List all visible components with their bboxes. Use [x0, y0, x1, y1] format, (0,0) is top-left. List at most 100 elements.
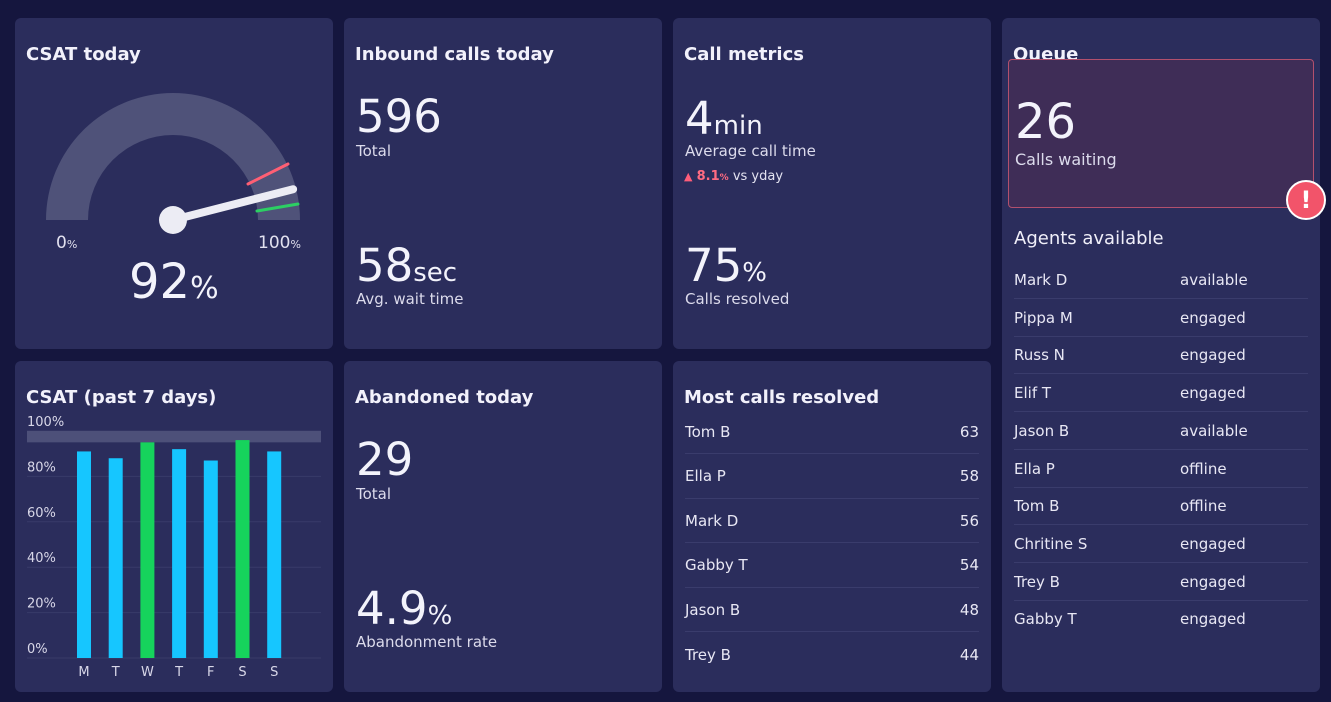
- agent-name: Trey B: [685, 645, 731, 664]
- y-tick-label: 0%: [27, 642, 48, 657]
- agent-name: Trey B: [1014, 572, 1060, 591]
- agent-name: Mark D: [1014, 271, 1068, 289]
- most-calls-resolved-card: Most calls resolved Tom B 63 Ella P 58 Mark …: [673, 361, 991, 692]
- agent-row: Gabby T engaged: [1014, 600, 1308, 638]
- gauge-max-label: 100%: [258, 233, 301, 253]
- bar: [108, 458, 123, 658]
- agent-name: Mark D: [685, 511, 739, 530]
- bar: [140, 442, 155, 658]
- agent-status: engaged: [1180, 534, 1246, 553]
- card-title: Abandoned today: [355, 387, 534, 408]
- csat-today-card: CSAT today 0% 100% 92%: [15, 18, 333, 349]
- gauge-threshold-red: [246, 162, 290, 186]
- agent-row: Russ N engaged: [1014, 336, 1308, 375]
- calls-waiting-alert: 26 Calls waiting: [1008, 59, 1314, 208]
- calls-waiting-label: Calls waiting: [1015, 150, 1117, 169]
- resolved-count: 44: [959, 645, 979, 664]
- agents-available-heading: Agents available: [1014, 228, 1164, 249]
- resolved-count: 56: [959, 511, 979, 530]
- y-tick-label: 80%: [27, 460, 56, 475]
- agent-status: engaged: [1180, 384, 1246, 403]
- x-tick-label: F: [207, 665, 214, 680]
- card-title: CSAT (past 7 days): [26, 387, 217, 408]
- agent-status: engaged: [1180, 346, 1246, 365]
- csat-value: 92%: [129, 254, 219, 310]
- card-title: CSAT today: [26, 44, 141, 65]
- resolved-row: Jason B 48: [685, 588, 979, 632]
- alert-icon[interactable]: !: [1286, 180, 1326, 220]
- agent-row: Chritine S engaged: [1014, 525, 1308, 563]
- agent-status: engaged: [1180, 610, 1246, 629]
- agent-row: Elif T engaged: [1014, 374, 1308, 413]
- agent-name: Ella P: [685, 467, 726, 485]
- csat-gauge: [46, 93, 300, 234]
- agent-row: Tom B offline: [1014, 487, 1308, 526]
- resolved-row: Ella P 58: [685, 455, 979, 499]
- queue-card: Queue 26 Calls waiting ! Agents availabl…: [1002, 18, 1326, 692]
- agent-status: engaged: [1180, 308, 1246, 327]
- bar: [77, 451, 91, 658]
- calls-waiting-value: 26: [1015, 94, 1077, 150]
- gauge-threshold-green: [255, 202, 300, 213]
- agent-status: offline: [1180, 497, 1227, 516]
- avg-call-time-label: Average call time: [685, 142, 816, 160]
- call-metrics-card: Call metrics 4min Average call time ▲ 8.…: [673, 18, 991, 349]
- resolved-count: 58: [959, 467, 979, 485]
- abandoned-total-label: Total: [356, 485, 392, 503]
- card-title: Inbound calls today: [355, 44, 554, 65]
- agent-name: Gabby T: [1014, 610, 1077, 629]
- agent-name: Chritine S: [1014, 534, 1088, 553]
- y-tick-label: 20%: [27, 597, 56, 612]
- agent-row: Mark D available: [1014, 261, 1308, 299]
- bar: [267, 451, 282, 658]
- gauge-track: [46, 93, 300, 220]
- x-tick-label: M: [78, 665, 89, 680]
- avg-wait-value: 58sec: [356, 239, 458, 292]
- gauge-needle: [169, 185, 298, 224]
- inbound-calls-card: Inbound calls today 596 Total 58sec Avg.…: [344, 18, 662, 349]
- x-tick-label: T: [111, 665, 120, 680]
- bar: [235, 440, 250, 658]
- resolved-row: Tom B 63: [685, 410, 979, 454]
- agent-row: Trey B engaged: [1014, 563, 1308, 601]
- agent-status: offline: [1180, 459, 1227, 478]
- agent-name: Ella P: [1014, 459, 1055, 478]
- abandoned-total-value: 29: [356, 433, 414, 486]
- avg-wait-label: Avg. wait time: [356, 290, 464, 308]
- agent-name: Jason B: [685, 600, 741, 619]
- agent-name: Gabby T: [685, 556, 748, 574]
- x-tick-label: T: [174, 665, 183, 680]
- bar: [203, 460, 218, 658]
- abandonment-rate-label: Abandonment rate: [356, 633, 498, 651]
- agent-status: available: [1180, 421, 1248, 440]
- y-tick-label: 40%: [27, 551, 56, 566]
- agent-name: Tom B: [685, 422, 731, 441]
- card-title: Most calls resolved: [684, 387, 880, 408]
- resolved-row: Mark D 56: [685, 499, 979, 543]
- agent-name: Pippa M: [1014, 308, 1073, 327]
- inbound-total-value: 596: [356, 90, 442, 143]
- abandonment-rate-value: 4.9%: [356, 582, 453, 635]
- agent-name: Russ N: [1014, 346, 1065, 365]
- x-tick-label: W: [141, 665, 154, 680]
- agent-name: Elif T: [1014, 384, 1052, 403]
- call-time-delta: ▲ 8.1% vs yday: [684, 169, 784, 184]
- resolved-row: Gabby T 54: [685, 544, 979, 588]
- card-title: Call metrics: [684, 44, 804, 65]
- abandoned-card: Abandoned today 29 Total 4.9% Abandonmen…: [344, 361, 662, 692]
- y-tick-label: 60%: [27, 506, 56, 521]
- calls-resolved-value: 75%: [685, 239, 767, 292]
- resolved-count: 54: [959, 556, 979, 574]
- target-band: [27, 431, 321, 443]
- up-arrow-icon: ▲: [684, 170, 693, 183]
- agent-status: engaged: [1180, 572, 1246, 591]
- avg-call-time-value: 4min: [685, 92, 763, 145]
- inbound-total-label: Total: [356, 142, 392, 160]
- calls-resolved-label: Calls resolved: [685, 290, 790, 308]
- resolved-row: Trey B 44: [685, 633, 979, 677]
- agent-name: Jason B: [1014, 421, 1070, 440]
- agent-row: Jason B available: [1014, 412, 1308, 450]
- y-tick-label: 100%: [27, 415, 64, 430]
- x-tick-label: S: [238, 665, 246, 680]
- x-tick-label: S: [270, 665, 278, 680]
